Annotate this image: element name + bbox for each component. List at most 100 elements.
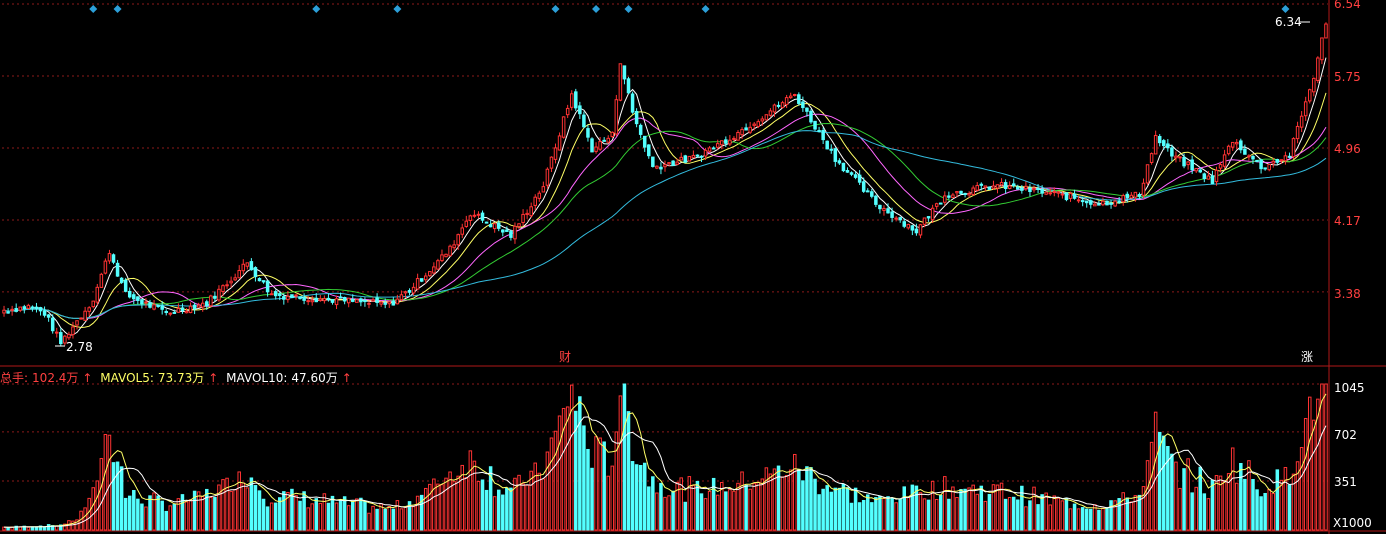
candle-up	[468, 215, 473, 221]
candle-up	[79, 317, 83, 320]
candle-up	[1178, 156, 1182, 159]
candle-up	[1024, 185, 1028, 190]
candle-down	[853, 174, 858, 178]
volume-unit-label: X1000	[1333, 516, 1372, 530]
candle-up	[1303, 101, 1308, 117]
volume-bar-down	[947, 498, 951, 531]
candle-up	[83, 310, 87, 321]
candle-down	[1263, 167, 1267, 170]
candle-down	[776, 104, 781, 107]
candle-down	[249, 261, 254, 271]
candle-down	[959, 190, 963, 194]
volume-bar-down	[156, 495, 160, 531]
candle-up	[460, 227, 465, 235]
volume-bar-up	[217, 484, 221, 531]
volume-bar-down	[841, 483, 846, 531]
candle-up	[334, 298, 339, 306]
candle-down	[695, 154, 700, 157]
candle-down	[273, 291, 278, 297]
candle-up	[99, 273, 104, 288]
candle-up	[1153, 134, 1158, 155]
volume-bar-up	[107, 434, 112, 531]
candle-up	[428, 271, 432, 277]
volume-bar-up	[322, 493, 327, 531]
candle-up	[1320, 37, 1324, 61]
volume-bar-up	[788, 469, 793, 531]
volume-bar-up	[440, 484, 444, 531]
candle-up	[687, 155, 692, 162]
volume-bar-down	[205, 488, 209, 531]
volume-bar-down	[959, 489, 963, 531]
candle-up	[225, 284, 229, 287]
volume-bar-up	[1024, 506, 1028, 531]
volume-bar-up	[995, 484, 1000, 531]
candle-up	[75, 320, 79, 326]
candle-up	[209, 295, 213, 307]
volume-bar-up	[1324, 383, 1328, 531]
candle-up	[943, 195, 947, 203]
candle-down	[805, 107, 809, 112]
volume-bar-up	[432, 478, 436, 531]
candle-down	[1202, 173, 1207, 180]
candle-down	[1028, 187, 1032, 193]
candle-up	[1299, 115, 1304, 128]
candle-up	[1291, 138, 1296, 158]
volume-bar-down	[1097, 509, 1101, 531]
candle-up	[221, 285, 225, 293]
candle-up	[233, 277, 237, 281]
volume-bar-up	[444, 477, 448, 531]
candle-down	[46, 314, 51, 318]
volume-bar-up	[1068, 508, 1073, 531]
volume-bar-down	[172, 503, 177, 531]
volume-bar-down	[602, 441, 606, 531]
candle-down	[278, 293, 282, 296]
volume-bar-down	[870, 502, 874, 531]
volume-bar-down	[590, 467, 594, 531]
candle-up	[740, 129, 744, 136]
candle-down	[861, 181, 866, 192]
candle-down	[1239, 140, 1243, 151]
candle-up	[367, 302, 371, 305]
candle-up	[54, 331, 59, 334]
candle-down	[699, 155, 704, 158]
candle-down	[1162, 140, 1166, 147]
candle-up	[452, 244, 456, 249]
volume-bar-up	[1206, 498, 1211, 531]
volume-bar-up	[200, 495, 205, 531]
candle-down	[164, 311, 168, 314]
candle-down	[314, 297, 319, 303]
candle-up	[1048, 192, 1052, 195]
volume-bar-up	[1291, 473, 1296, 531]
volume-bar-up	[772, 468, 777, 531]
candle-down	[582, 114, 586, 128]
candle-down	[602, 139, 606, 142]
volume-bar-up	[26, 526, 31, 531]
volume-bar-down	[1251, 479, 1255, 531]
volume-bar-down	[1084, 508, 1089, 531]
volume-bar-down	[501, 494, 505, 531]
candle-up	[691, 154, 696, 159]
volume-bar-up	[513, 477, 517, 531]
volume-bar-up	[951, 486, 955, 531]
price-tick-label: 4.96	[1334, 142, 1361, 156]
volume-bar-up	[184, 501, 189, 531]
candle-up	[286, 295, 290, 301]
candle-up	[537, 192, 542, 199]
candle-up	[456, 234, 460, 246]
candle-down	[817, 130, 821, 133]
volume-bar-down	[857, 502, 862, 531]
event-marker-icon	[113, 5, 122, 13]
volume-bar-down	[1137, 494, 1142, 531]
volume-bar-up	[188, 499, 193, 531]
candle-up	[1113, 200, 1117, 207]
candle-up	[1076, 199, 1081, 202]
candle-down	[330, 299, 335, 303]
volume-bar-up	[882, 497, 886, 531]
candle-down	[505, 229, 509, 232]
volume-bar-down	[302, 491, 306, 531]
candle-down	[115, 262, 120, 277]
candle-up	[1222, 154, 1227, 167]
volume-bar-down	[192, 490, 197, 531]
candle-down	[898, 217, 902, 221]
